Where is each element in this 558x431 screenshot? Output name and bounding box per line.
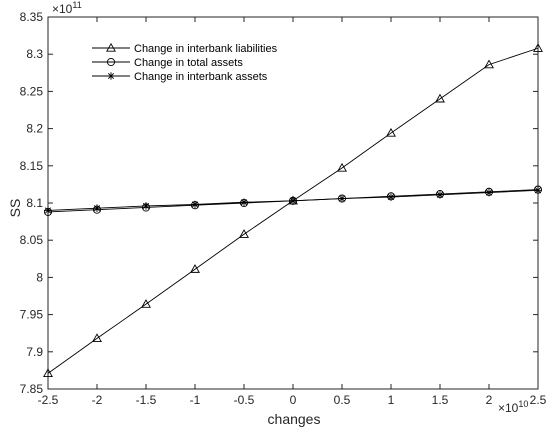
- data-point-triangle: [190, 264, 200, 273]
- data-point-star: [44, 206, 52, 215]
- svg-text:×1011: ×1011: [52, 0, 82, 16]
- data-point-triangle: [43, 368, 53, 377]
- x-tick-label: 1.5: [432, 393, 449, 407]
- y-tick-label: 8.35: [20, 10, 44, 24]
- y-tick-label: 8.1: [26, 196, 43, 210]
- y-tick-label: 8.2: [26, 122, 43, 136]
- data-point-star: [191, 200, 199, 209]
- x-tick-label: 0.5: [334, 393, 351, 407]
- data-point-triangle: [141, 299, 151, 308]
- legend-label: Change in total assets: [134, 57, 243, 69]
- data-point-star: [338, 194, 346, 203]
- data-point-star: [240, 198, 248, 207]
- x-tick-label: 2: [486, 393, 493, 407]
- series-layer: [43, 43, 543, 377]
- data-point-triangle: [337, 162, 347, 172]
- x-tick-label: -0.5: [234, 393, 255, 407]
- y-tick-label: 7.95: [20, 308, 44, 322]
- legend-label: Change in interbank assets: [134, 71, 268, 83]
- y-axis-label: SS: [7, 199, 23, 218]
- data-point-star: [534, 186, 542, 195]
- data-point-triangle: [484, 59, 494, 69]
- data-point-star: [93, 204, 101, 213]
- x-tick-label: 0: [290, 393, 297, 407]
- legend: Change in interbank liabilities Change in…: [92, 42, 278, 83]
- legend-label: Change in interbank liabilities: [134, 43, 278, 55]
- x-tick-label: -1: [190, 393, 201, 407]
- data-point-star: [142, 202, 150, 210]
- x-axis-multiplier: ×1010: [498, 399, 528, 415]
- data-point-star: [485, 188, 493, 197]
- x-tick-label: -2.5: [38, 393, 59, 407]
- data-point-star: [387, 193, 395, 201]
- data-point-triangle: [239, 229, 249, 238]
- y-axis-multiplier: ×1011: [52, 0, 82, 16]
- y-tick-label: 7.85: [20, 382, 44, 396]
- x-multiplier-base: ×10: [498, 401, 519, 415]
- data-point-star: [436, 191, 444, 199]
- svg-text:×1010: ×1010: [498, 399, 528, 415]
- y-tick-label: 8.05: [20, 233, 44, 247]
- y-tick-label: 8.3: [26, 47, 43, 61]
- legend-marker-circle: [106, 57, 116, 67]
- data-point-triangle: [92, 333, 102, 343]
- x-axis-label: changes: [268, 411, 321, 427]
- y-tick-label: 8: [36, 270, 43, 284]
- data-point-star: [289, 196, 297, 205]
- y-tick-label: 8.25: [20, 84, 44, 98]
- data-point-triangle: [533, 43, 543, 52]
- data-point-triangle: [435, 93, 445, 103]
- y-multiplier-base: ×10: [52, 2, 73, 16]
- x-tick-label: -1.5: [136, 393, 157, 407]
- legend-marker-triangle: [106, 42, 116, 52]
- series-star: [44, 186, 542, 215]
- x-tick-label: 2.5: [530, 393, 547, 407]
- x-tick-label: 1: [388, 393, 395, 407]
- y-tick-label: 7.9: [26, 345, 43, 359]
- legend-entry: Change in total assets: [92, 57, 243, 69]
- data-point-triangle: [386, 127, 396, 137]
- x-tick-label: -2: [92, 393, 103, 407]
- ticks: -2.5 -2 -1.5 -1 -0.5 0 0.5 1 1.5 2 2.5 7.85 7.9 7.95 8…: [20, 10, 547, 407]
- x-multiplier-exponent: 10: [518, 399, 528, 409]
- y-multiplier-exponent: 11: [72, 0, 81, 10]
- legend-entry: Change in interbank liabilities: [92, 42, 278, 55]
- legend-entry: Change in interbank assets: [92, 71, 268, 83]
- y-tick-label: 8.15: [20, 159, 44, 173]
- legend-marker-star: [107, 72, 115, 80]
